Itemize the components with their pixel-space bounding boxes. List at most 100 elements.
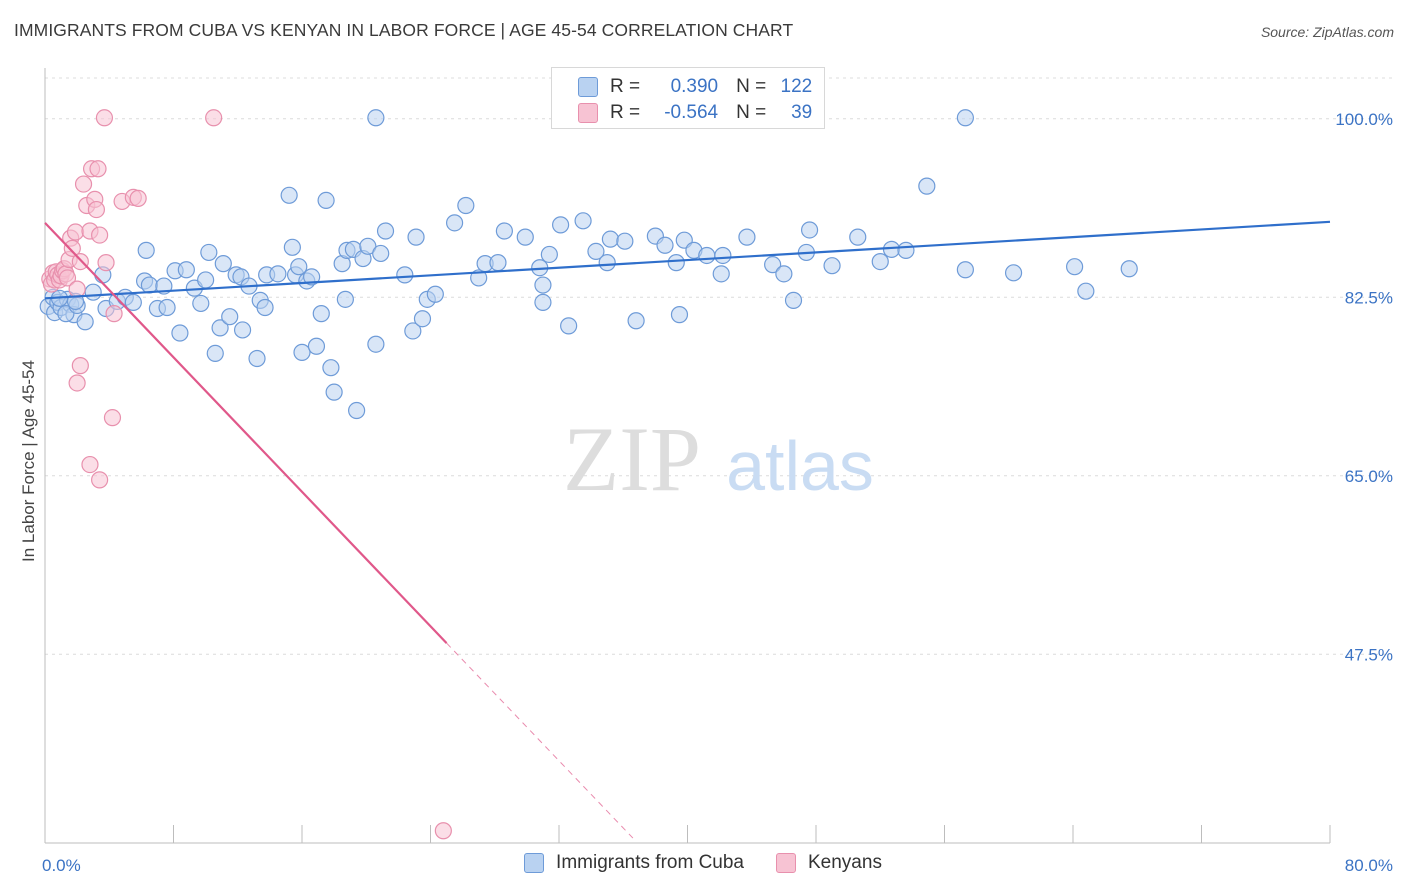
trend-line-cuba bbox=[44, 220, 1331, 300]
point-cuba bbox=[76, 313, 94, 331]
stats-legend-row-cuba: R = 0.390 N = 122 bbox=[578, 74, 812, 100]
point-cuba bbox=[764, 256, 782, 274]
point-kenyans bbox=[434, 822, 452, 840]
point-cuba bbox=[359, 237, 377, 255]
point-cuba bbox=[206, 344, 224, 362]
point-kenyans bbox=[68, 280, 86, 298]
watermark-atlas: atlas bbox=[726, 427, 874, 505]
y-tick-label: 82.5% bbox=[1345, 288, 1393, 307]
series-label-cuba: Immigrants from Cuba bbox=[556, 852, 744, 873]
point-cuba bbox=[404, 322, 422, 340]
legend-n-label: N = bbox=[736, 102, 767, 123]
series-swatch-cuba bbox=[524, 853, 545, 873]
point-cuba bbox=[1066, 258, 1084, 276]
point-cuba bbox=[233, 321, 252, 339]
point-cuba bbox=[897, 241, 915, 259]
point-cuba bbox=[534, 276, 552, 294]
point-cuba bbox=[714, 246, 732, 265]
point-cuba bbox=[325, 383, 343, 401]
point-cuba bbox=[426, 285, 444, 303]
point-cuba bbox=[413, 310, 432, 328]
point-cuba bbox=[800, 221, 819, 239]
legend-n-value-cuba: 122 bbox=[780, 76, 813, 97]
point-cuba bbox=[534, 293, 552, 311]
point-cuba bbox=[376, 222, 395, 240]
series-legend-item-cuba: Immigrants from Cuba bbox=[524, 852, 744, 874]
point-cuba bbox=[84, 283, 102, 301]
point-cuba bbox=[598, 254, 616, 272]
point-kenyans bbox=[95, 109, 114, 127]
point-cuba bbox=[269, 265, 287, 283]
x-tick-label: 80.0% bbox=[1345, 856, 1393, 875]
legend-r-value-cuba: 0.390 bbox=[670, 76, 719, 97]
point-cuba bbox=[587, 242, 605, 260]
point-cuba bbox=[221, 308, 239, 326]
point-cuba bbox=[616, 232, 634, 250]
point-cuba bbox=[293, 343, 311, 361]
stats-legend: R = 0.390 N = 122 R = -0.564 N = 39 bbox=[551, 67, 825, 129]
point-kenyans bbox=[91, 226, 109, 244]
point-cuba bbox=[372, 244, 390, 263]
point-cuba bbox=[775, 265, 793, 283]
point-cuba bbox=[307, 337, 326, 355]
point-kenyans bbox=[74, 175, 93, 193]
point-cuba bbox=[489, 254, 507, 272]
point-kenyans bbox=[81, 455, 99, 474]
point-cuba bbox=[137, 241, 155, 259]
legend-r-label: R = bbox=[610, 102, 641, 123]
point-kenyans bbox=[66, 223, 85, 241]
point-cuba bbox=[283, 238, 301, 256]
point-cuba bbox=[158, 298, 176, 317]
point-cuba bbox=[667, 254, 685, 272]
point-kenyans bbox=[205, 109, 223, 127]
point-cuba bbox=[601, 230, 620, 248]
point-kenyans bbox=[71, 253, 89, 271]
point-cuba bbox=[248, 349, 266, 368]
point-kenyans bbox=[97, 254, 115, 272]
point-kenyans bbox=[129, 189, 147, 207]
point-cuba bbox=[470, 269, 488, 287]
legend-n-label: N = bbox=[736, 76, 767, 97]
trend-line-kenyans bbox=[44, 222, 448, 644]
series-swatch-kenyans bbox=[776, 853, 796, 873]
watermark-zip: ZIP bbox=[563, 408, 701, 510]
point-cuba bbox=[552, 216, 570, 234]
point-cuba bbox=[656, 236, 674, 254]
point-cuba bbox=[823, 257, 841, 275]
point-kenyans bbox=[103, 409, 122, 427]
chart-source: Source: ZipAtlas.com bbox=[1260, 24, 1394, 40]
point-cuba bbox=[871, 253, 889, 271]
point-kenyans bbox=[71, 357, 89, 375]
point-cuba bbox=[560, 317, 578, 335]
point-kenyans bbox=[63, 239, 81, 257]
point-cuba bbox=[322, 359, 340, 377]
point-cuba bbox=[698, 246, 716, 265]
point-cuba bbox=[495, 222, 513, 240]
point-cuba bbox=[192, 294, 210, 313]
point-kenyans bbox=[91, 471, 109, 489]
point-cuba bbox=[177, 261, 195, 279]
point-cuba bbox=[256, 298, 274, 317]
point-cuba bbox=[627, 312, 645, 330]
point-cuba bbox=[367, 109, 385, 127]
point-cuba bbox=[214, 255, 232, 273]
series-legend-item-kenyans: Kenyans bbox=[776, 852, 882, 874]
legend-swatch-kenyans bbox=[578, 103, 598, 123]
point-cuba bbox=[124, 293, 142, 311]
legend-r-value-kenyans: -0.564 bbox=[664, 102, 719, 123]
point-cuba bbox=[670, 306, 689, 324]
x-tick-label: 0.0% bbox=[42, 856, 81, 875]
point-cuba bbox=[197, 271, 215, 289]
series-legend: Immigrants from Cuba Kenyans bbox=[0, 852, 1406, 874]
y-axis-label: In Labor Force | Age 45-54 bbox=[19, 360, 38, 562]
point-kenyans bbox=[105, 305, 123, 323]
point-cuba bbox=[211, 319, 229, 337]
point-cuba bbox=[367, 335, 385, 353]
point-cuba bbox=[712, 265, 730, 283]
legend-r-label: R = bbox=[610, 76, 641, 97]
point-kenyans bbox=[68, 374, 86, 392]
point-cuba bbox=[574, 212, 592, 230]
point-cuba bbox=[918, 177, 936, 195]
point-cuba bbox=[1004, 264, 1023, 282]
